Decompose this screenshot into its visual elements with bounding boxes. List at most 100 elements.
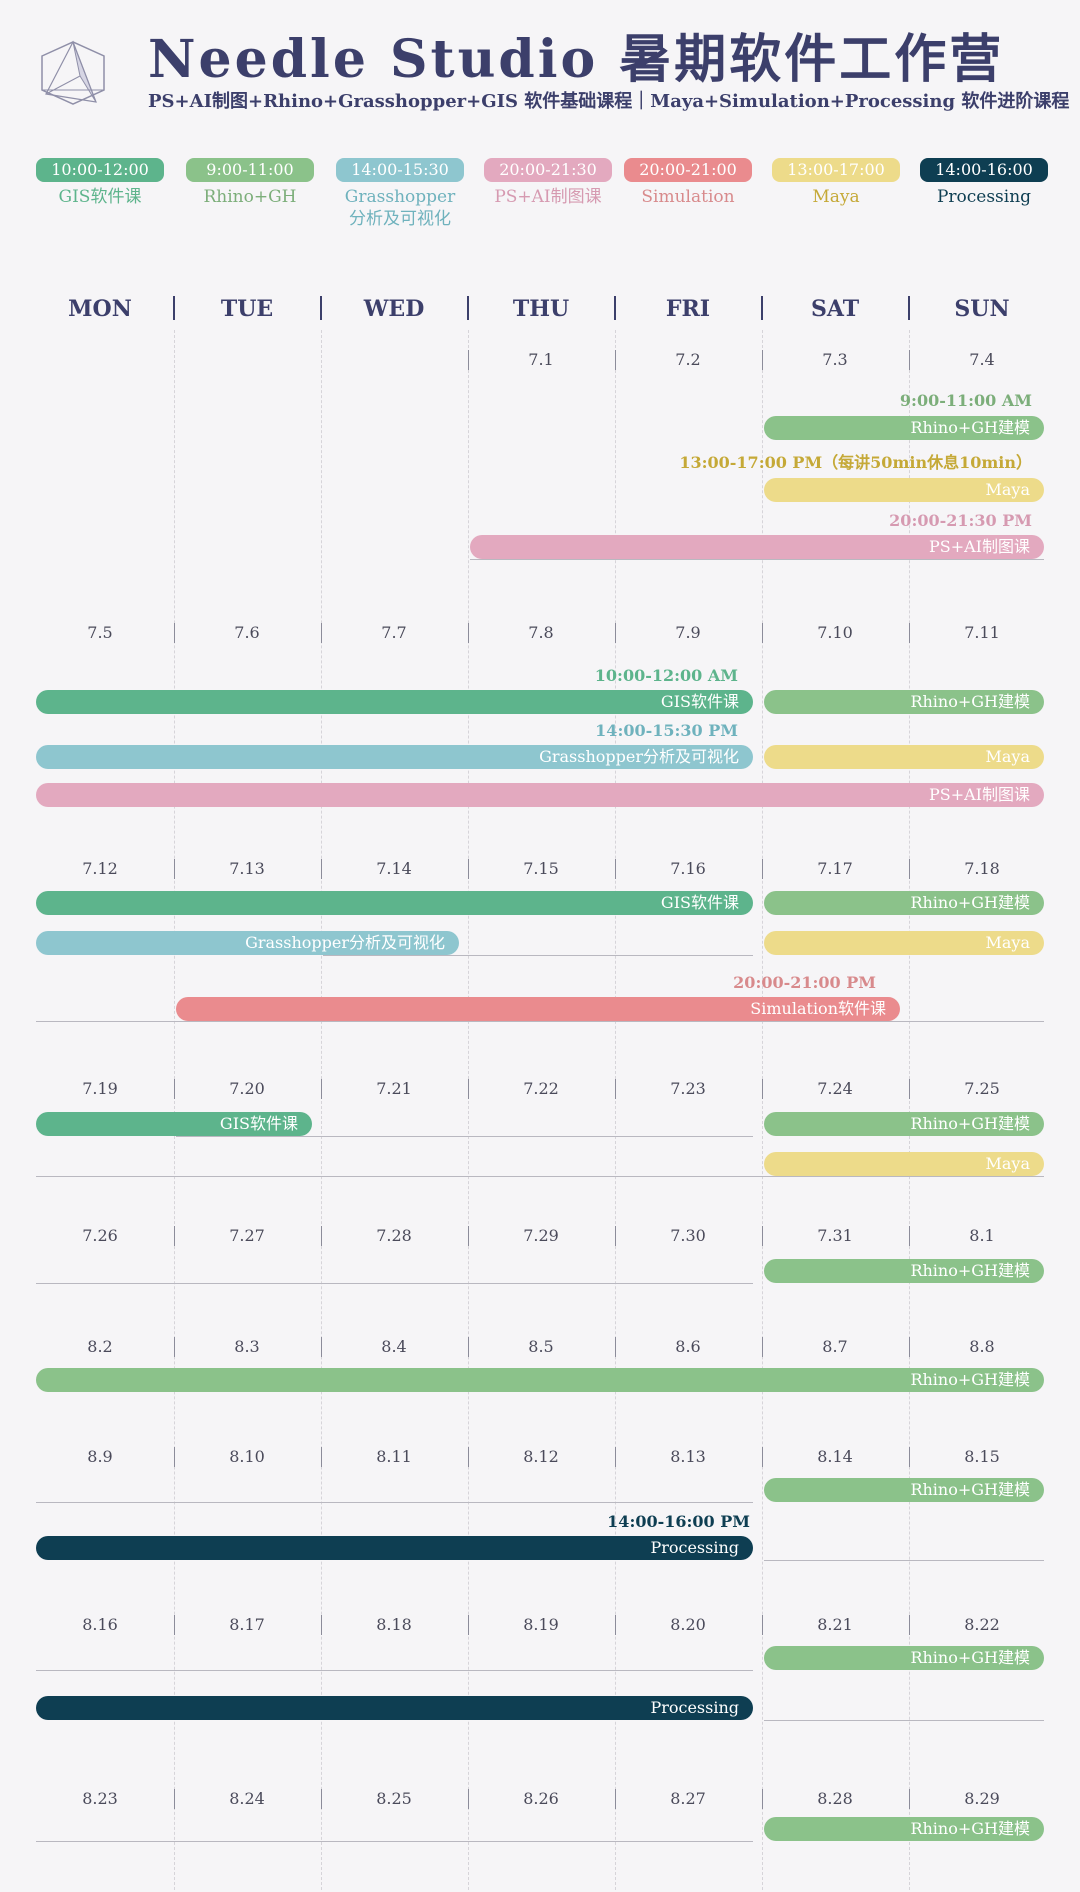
date-label: 8.15	[964, 1447, 1000, 1466]
timeline-line	[764, 1560, 1044, 1561]
course-bar-rhino: Rhino+GH建模	[764, 690, 1044, 714]
course-bar-sim: Simulation软件课	[176, 997, 900, 1021]
course-bar-rhino: Rhino+GH建模	[764, 891, 1044, 915]
date-tick	[468, 859, 469, 879]
date-tick	[762, 1789, 763, 1809]
day-header-wed: WED	[363, 296, 425, 322]
course-bar-psai: PS+AI制图课	[470, 535, 1044, 559]
legend-course-label: Simulation	[641, 187, 735, 207]
timeline-line	[323, 955, 753, 956]
timeline-line	[36, 1021, 1044, 1022]
date-tick	[615, 1447, 616, 1467]
date-tick	[174, 859, 175, 879]
date-tick	[174, 1789, 175, 1809]
day-separator	[614, 296, 616, 320]
date-label: 7.30	[670, 1226, 706, 1245]
date-tick	[762, 1615, 763, 1635]
date-tick	[321, 623, 322, 643]
course-bar-rhino: Rhino+GH建模	[764, 1478, 1044, 1502]
date-label: 7.5	[87, 623, 113, 642]
date-tick	[174, 1615, 175, 1635]
date-tick	[762, 350, 763, 370]
day-header-tue: TUE	[220, 296, 274, 322]
column-divider	[909, 330, 910, 1890]
timeline-line	[36, 1670, 753, 1671]
date-label: 7.22	[523, 1079, 559, 1098]
day-separator	[173, 296, 175, 320]
date-label: 8.3	[234, 1337, 260, 1356]
course-bar-gh: Grasshopper分析及可视化	[36, 931, 459, 955]
date-label: 8.20	[670, 1615, 706, 1634]
legend-item: 20:00-21:30 PS+AI制图课	[484, 158, 612, 208]
timeline-line	[764, 1720, 1044, 1721]
date-label: 8.28	[817, 1789, 853, 1808]
date-label: 7.3	[822, 350, 848, 369]
date-label: 8.21	[817, 1615, 853, 1634]
course-bar-maya: Maya	[764, 1152, 1044, 1176]
legend-item: 9:00-11:00 Rhino+GH	[186, 158, 314, 208]
date-label: 8.26	[523, 1789, 559, 1808]
course-bar-gh: Grasshopper分析及可视化	[36, 745, 753, 769]
date-label: 8.6	[675, 1337, 701, 1356]
time-label: 20:00-21:30 PM	[889, 511, 1032, 530]
timeline-line	[36, 1841, 753, 1842]
timeline-line	[470, 559, 1044, 560]
date-label: 7.15	[523, 859, 559, 878]
day-header-sat: SAT	[810, 296, 860, 322]
date-tick	[468, 1079, 469, 1099]
date-label: 8.10	[229, 1447, 265, 1466]
legend-item: 14:00-15:30 Grasshopper 分析及可视化	[336, 158, 464, 230]
course-bar-gis: GIS软件课	[36, 1112, 312, 1136]
date-label: 7.10	[817, 623, 853, 642]
date-label: 7.18	[964, 859, 1000, 878]
legend-time-pill: 9:00-11:00	[186, 158, 314, 182]
course-bar-proc: Processing	[36, 1536, 753, 1560]
date-tick	[321, 1337, 322, 1357]
date-tick	[762, 623, 763, 643]
date-tick	[321, 1789, 322, 1809]
date-label: 8.23	[82, 1789, 118, 1808]
column-divider	[468, 330, 469, 1890]
date-tick	[321, 1079, 322, 1099]
date-label: 8.16	[82, 1615, 118, 1634]
legend-item: 13:00-17:00 Maya	[772, 158, 900, 208]
time-label: 9:00-11:00 AM	[899, 391, 1032, 410]
date-label: 7.26	[82, 1226, 118, 1245]
date-tick	[468, 1337, 469, 1357]
date-tick	[909, 623, 910, 643]
date-label: 7.28	[376, 1226, 412, 1245]
day-header-mon: MON	[68, 296, 132, 322]
date-label: 7.19	[82, 1079, 118, 1098]
course-bar-maya: Maya	[764, 931, 1044, 955]
date-label: 8.9	[87, 1447, 113, 1466]
date-label: 8.13	[670, 1447, 706, 1466]
legend-item: 14:00-16:00 Processing	[920, 158, 1048, 208]
date-tick	[762, 1337, 763, 1357]
legend-item: 20:00-21:00 Simulation	[624, 158, 752, 208]
time-label: 14:00-15:30 PM	[595, 721, 738, 740]
course-bar-proc: Processing	[36, 1696, 753, 1720]
date-tick	[762, 1447, 763, 1467]
date-tick	[321, 1226, 322, 1246]
needle-studio-logo	[41, 40, 105, 105]
date-label: 7.25	[964, 1079, 1000, 1098]
column-divider	[762, 330, 763, 1890]
day-separator	[908, 296, 910, 320]
course-bar-rhino: Rhino+GH建模	[764, 1646, 1044, 1670]
date-label: 7.29	[523, 1226, 559, 1245]
time-label: 13:00-17:00 PM（每讲50min休息10min）	[679, 453, 1032, 472]
day-separator	[467, 296, 469, 320]
date-label: 8.19	[523, 1615, 559, 1634]
legend-time-pill: 20:00-21:30	[484, 158, 612, 182]
date-tick	[174, 1447, 175, 1467]
column-divider	[174, 330, 175, 1890]
legend-course-label: PS+AI制图课	[494, 187, 602, 207]
timeline-line	[36, 1283, 753, 1284]
date-label: 8.25	[376, 1789, 412, 1808]
date-label: 7.14	[376, 859, 412, 878]
legend-time-pill: 14:00-16:00	[920, 158, 1048, 182]
date-label: 7.9	[675, 623, 701, 642]
date-tick	[762, 1079, 763, 1099]
date-label: 8.24	[229, 1789, 265, 1808]
date-label: 7.8	[528, 623, 554, 642]
